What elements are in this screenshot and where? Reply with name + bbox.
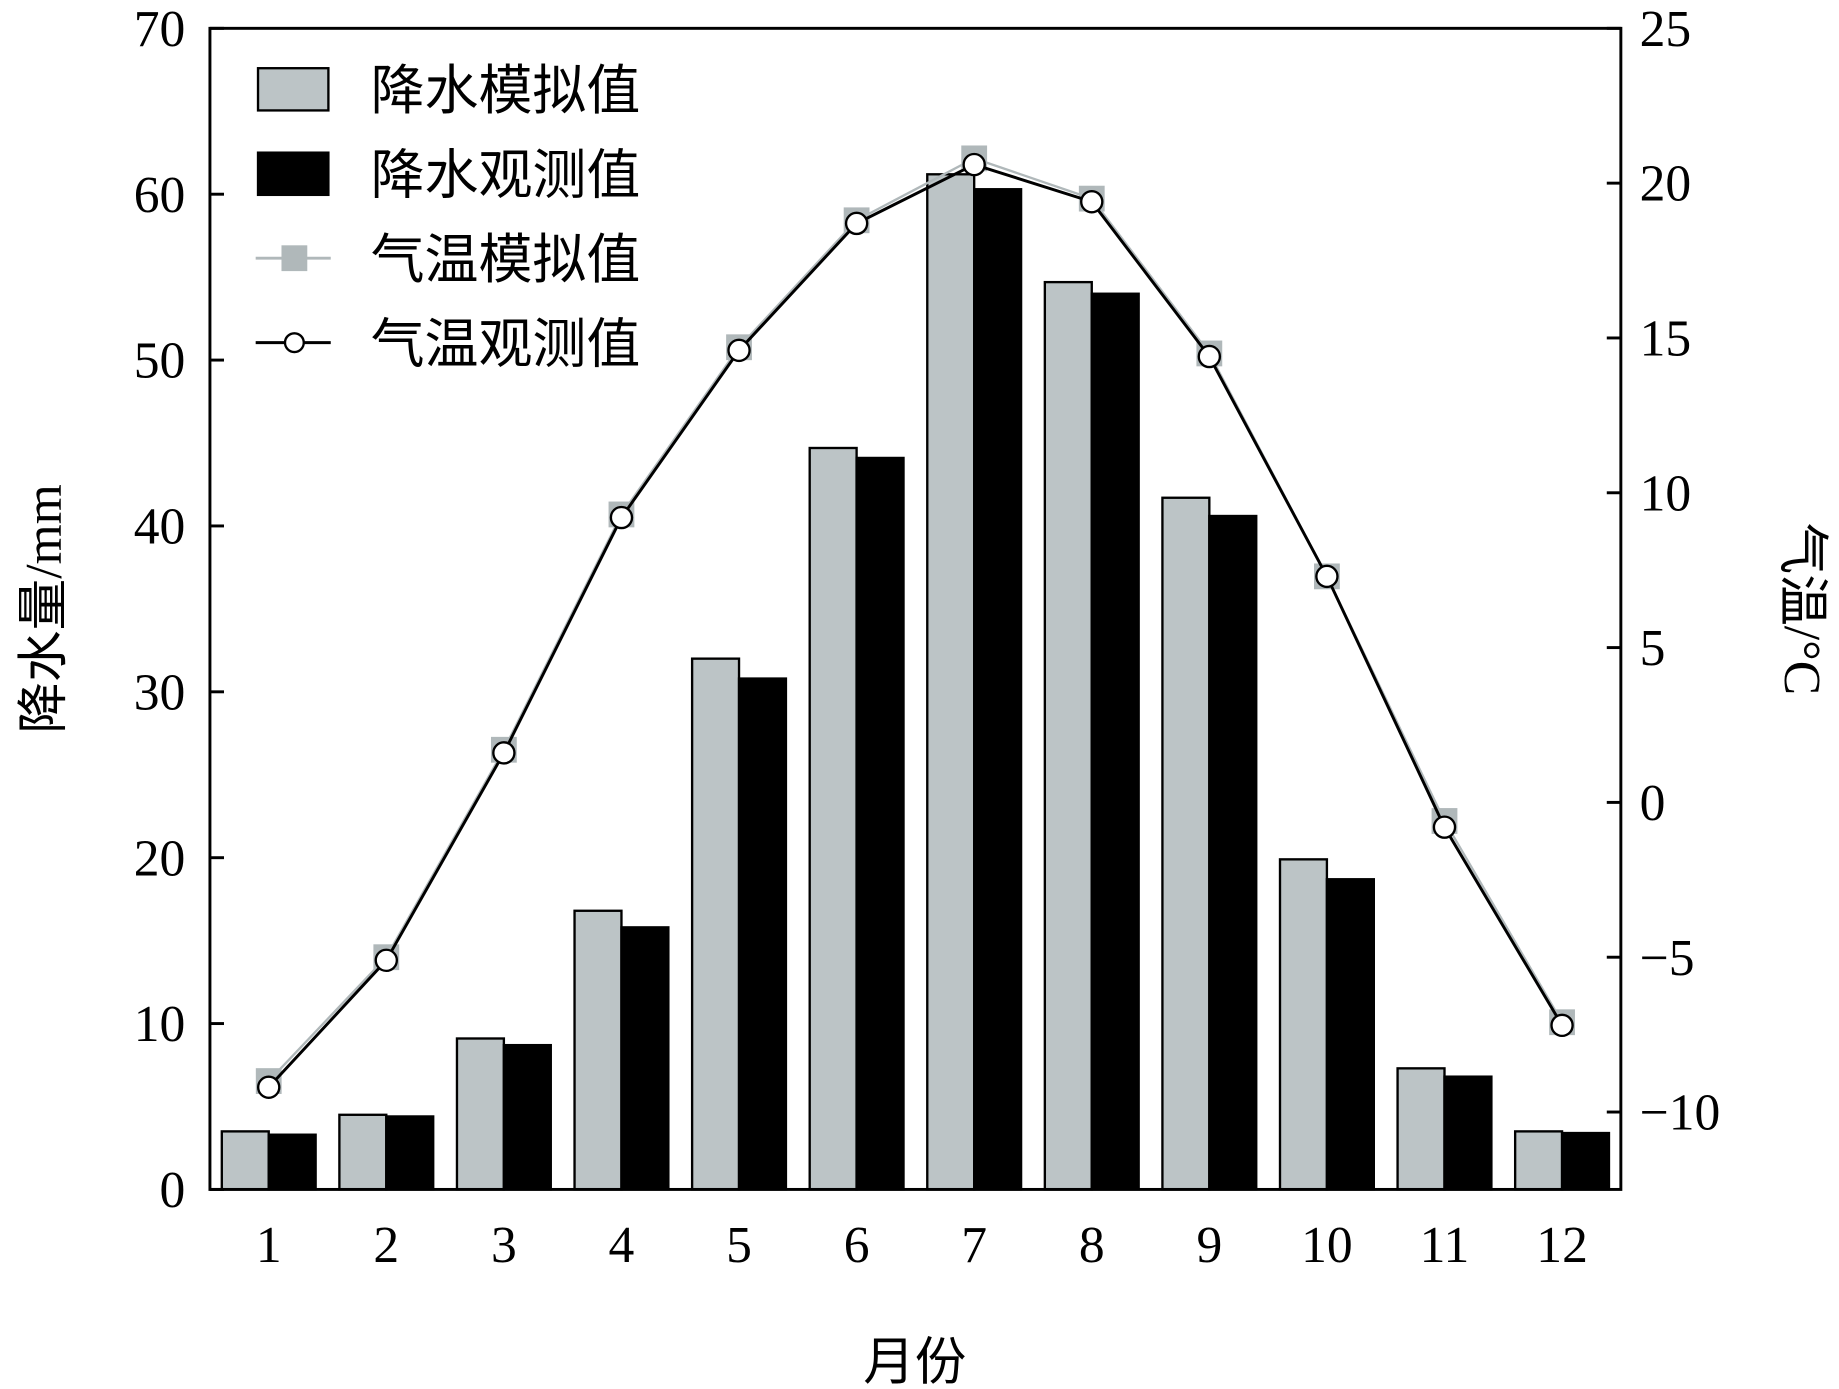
bar-precip-obs	[502, 1043, 552, 1191]
marker-temp-obs	[1197, 344, 1222, 369]
marker-temp-obs	[1315, 564, 1339, 589]
bar-precip-obs	[1208, 514, 1258, 1191]
marker-temp-obs	[1550, 1013, 1574, 1038]
bar-precip-sim	[1043, 280, 1093, 1191]
bar-precip-obs	[1560, 1131, 1611, 1191]
marker-temp-obs	[492, 741, 516, 765]
marker-temp-obs	[609, 505, 634, 530]
legend-label: 气温观测值	[371, 315, 641, 375]
bar-precip-sim	[1513, 1130, 1564, 1191]
x-tick-label: 11	[1420, 1217, 1470, 1274]
marker-temp-obs	[844, 211, 869, 236]
y-left-tick-label: 30	[134, 664, 186, 721]
x-tick-label: 6	[844, 1217, 870, 1274]
x-tick-label: 9	[1196, 1217, 1222, 1274]
y-right-tick-label: 5	[1640, 620, 1666, 677]
marker-temp-obs	[256, 1075, 281, 1099]
marker-temp-obs	[374, 948, 399, 973]
bar-precip-obs	[267, 1133, 317, 1191]
bar-precip-sim	[808, 446, 858, 1191]
bar-precip-obs	[973, 188, 1023, 1191]
bar-precip-obs	[385, 1115, 435, 1191]
legend-label: 降水模拟值	[371, 61, 641, 121]
x-tick-label: 8	[1079, 1217, 1105, 1274]
bar-precip-obs	[1090, 292, 1140, 1191]
y-left-tick-label: 70	[134, 1, 186, 58]
y-right-tick-label: −5	[1640, 930, 1695, 987]
bar-precip-sim	[1278, 858, 1329, 1191]
x-tick-label: 4	[609, 1217, 635, 1274]
y-left-tick-label: 40	[134, 499, 186, 556]
y-right-tick-label: 10	[1640, 465, 1692, 522]
y-left-tick-label: 20	[134, 830, 186, 887]
y-left-tick-label: 60	[134, 167, 186, 224]
bar-precip-sim	[690, 657, 741, 1191]
bar-precip-sim	[338, 1113, 388, 1191]
x-tick-label: 7	[961, 1217, 987, 1274]
legend-marker	[283, 332, 305, 354]
bar-precip-obs	[737, 677, 788, 1191]
y-left-tick-label: 50	[134, 333, 186, 390]
y-axis-right-label: 气温/°C	[1773, 523, 1830, 696]
x-tick-label: 5	[726, 1217, 752, 1274]
y-right-tick-label: 25	[1640, 1, 1692, 58]
bar-precip-sim	[455, 1037, 506, 1191]
y-axis-left-label: 降水量/mm	[16, 484, 73, 733]
legend-label: 气温模拟值	[371, 230, 641, 290]
bar-precip-obs	[1325, 878, 1375, 1191]
x-tick-label: 3	[491, 1217, 517, 1274]
legend-swatch	[256, 67, 330, 112]
bar-precip-sim	[1161, 496, 1211, 1191]
y-right-tick-label: −10	[1640, 1085, 1721, 1142]
y-left-tick-label: 10	[134, 996, 186, 1053]
bar-precip-obs	[1443, 1075, 1493, 1191]
marker-temp-obs	[727, 338, 751, 363]
marker-temp-obs	[1080, 189, 1104, 214]
legend-label: 降水观测值	[371, 146, 641, 206]
x-axis-label: 月份	[863, 1334, 966, 1389]
marker-temp-obs	[962, 152, 986, 177]
bar-precip-sim	[1396, 1067, 1446, 1191]
plot-frame	[208, 26, 1623, 1191]
x-tick-label: 2	[373, 1217, 399, 1274]
legend-marker	[281, 245, 308, 272]
bar-precip-obs	[855, 456, 905, 1191]
x-tick-label: 1	[256, 1217, 282, 1274]
bar-precip-sim	[926, 173, 976, 1191]
y-left-tick-label: 0	[160, 1162, 186, 1219]
legend-swatch	[256, 151, 330, 197]
bar-precip-sim	[220, 1130, 270, 1191]
y-right-tick-label: 20	[1640, 156, 1692, 213]
y-right-tick-label: 15	[1640, 311, 1692, 368]
bar-precip-sim	[573, 909, 623, 1191]
y-right-tick-label: 0	[1640, 775, 1666, 832]
line-temp-obs	[267, 162, 1564, 1089]
bar-precip-obs	[620, 926, 670, 1191]
x-tick-label: 12	[1536, 1217, 1588, 1274]
marker-temp-obs	[1432, 815, 1457, 839]
x-tick-label: 10	[1301, 1217, 1353, 1274]
